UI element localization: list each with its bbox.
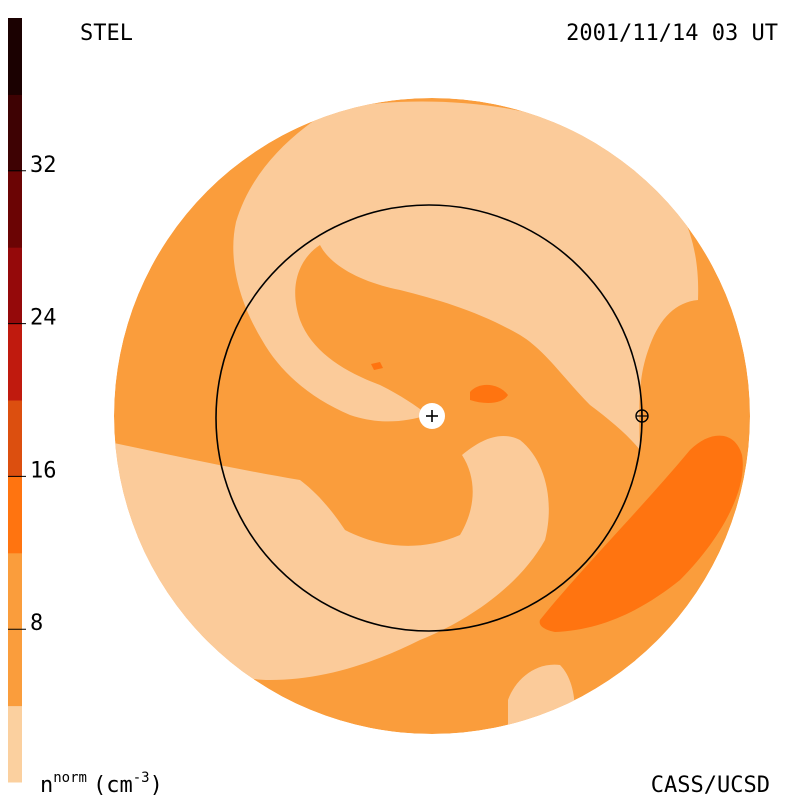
dark-density-band: [539, 435, 743, 632]
colorbar-band-3: [8, 400, 22, 477]
timestamp-label: 2001/11/14 03 UT: [566, 21, 778, 46]
colorbar-tick-label-0: 8: [30, 611, 43, 636]
credit-label: CASS/UCSD: [651, 773, 770, 798]
colorbar-band-8: [8, 18, 22, 95]
colorbar: 8 16 24 32: [8, 18, 57, 783]
colorbar-tick-label-1: 16: [30, 458, 57, 483]
dark-density-fleck: [371, 362, 383, 370]
colorbar-tick-label-2: 24: [30, 306, 57, 331]
earth-circle-plus-icon: [635, 409, 649, 423]
light-spiral-arm-lower: [114, 436, 549, 680]
colorbar-unit-label: nnorm (cm-3): [40, 770, 163, 798]
colorbar-band-0: [8, 705, 22, 783]
instrument-label: STEL: [80, 21, 133, 46]
dark-density-blob: [470, 384, 508, 403]
colorbar-band-5: [8, 247, 22, 325]
sun-plus-icon: [419, 403, 445, 429]
light-spiral-arm-upper: [233, 101, 699, 451]
colorbar-band-6: [8, 170, 22, 248]
colorbar-band-4: [8, 323, 22, 401]
colorbar-band-7: [8, 94, 22, 172]
colorbar-band-2: [8, 476, 22, 554]
colorbar-tick-label-3: 32: [30, 153, 57, 178]
